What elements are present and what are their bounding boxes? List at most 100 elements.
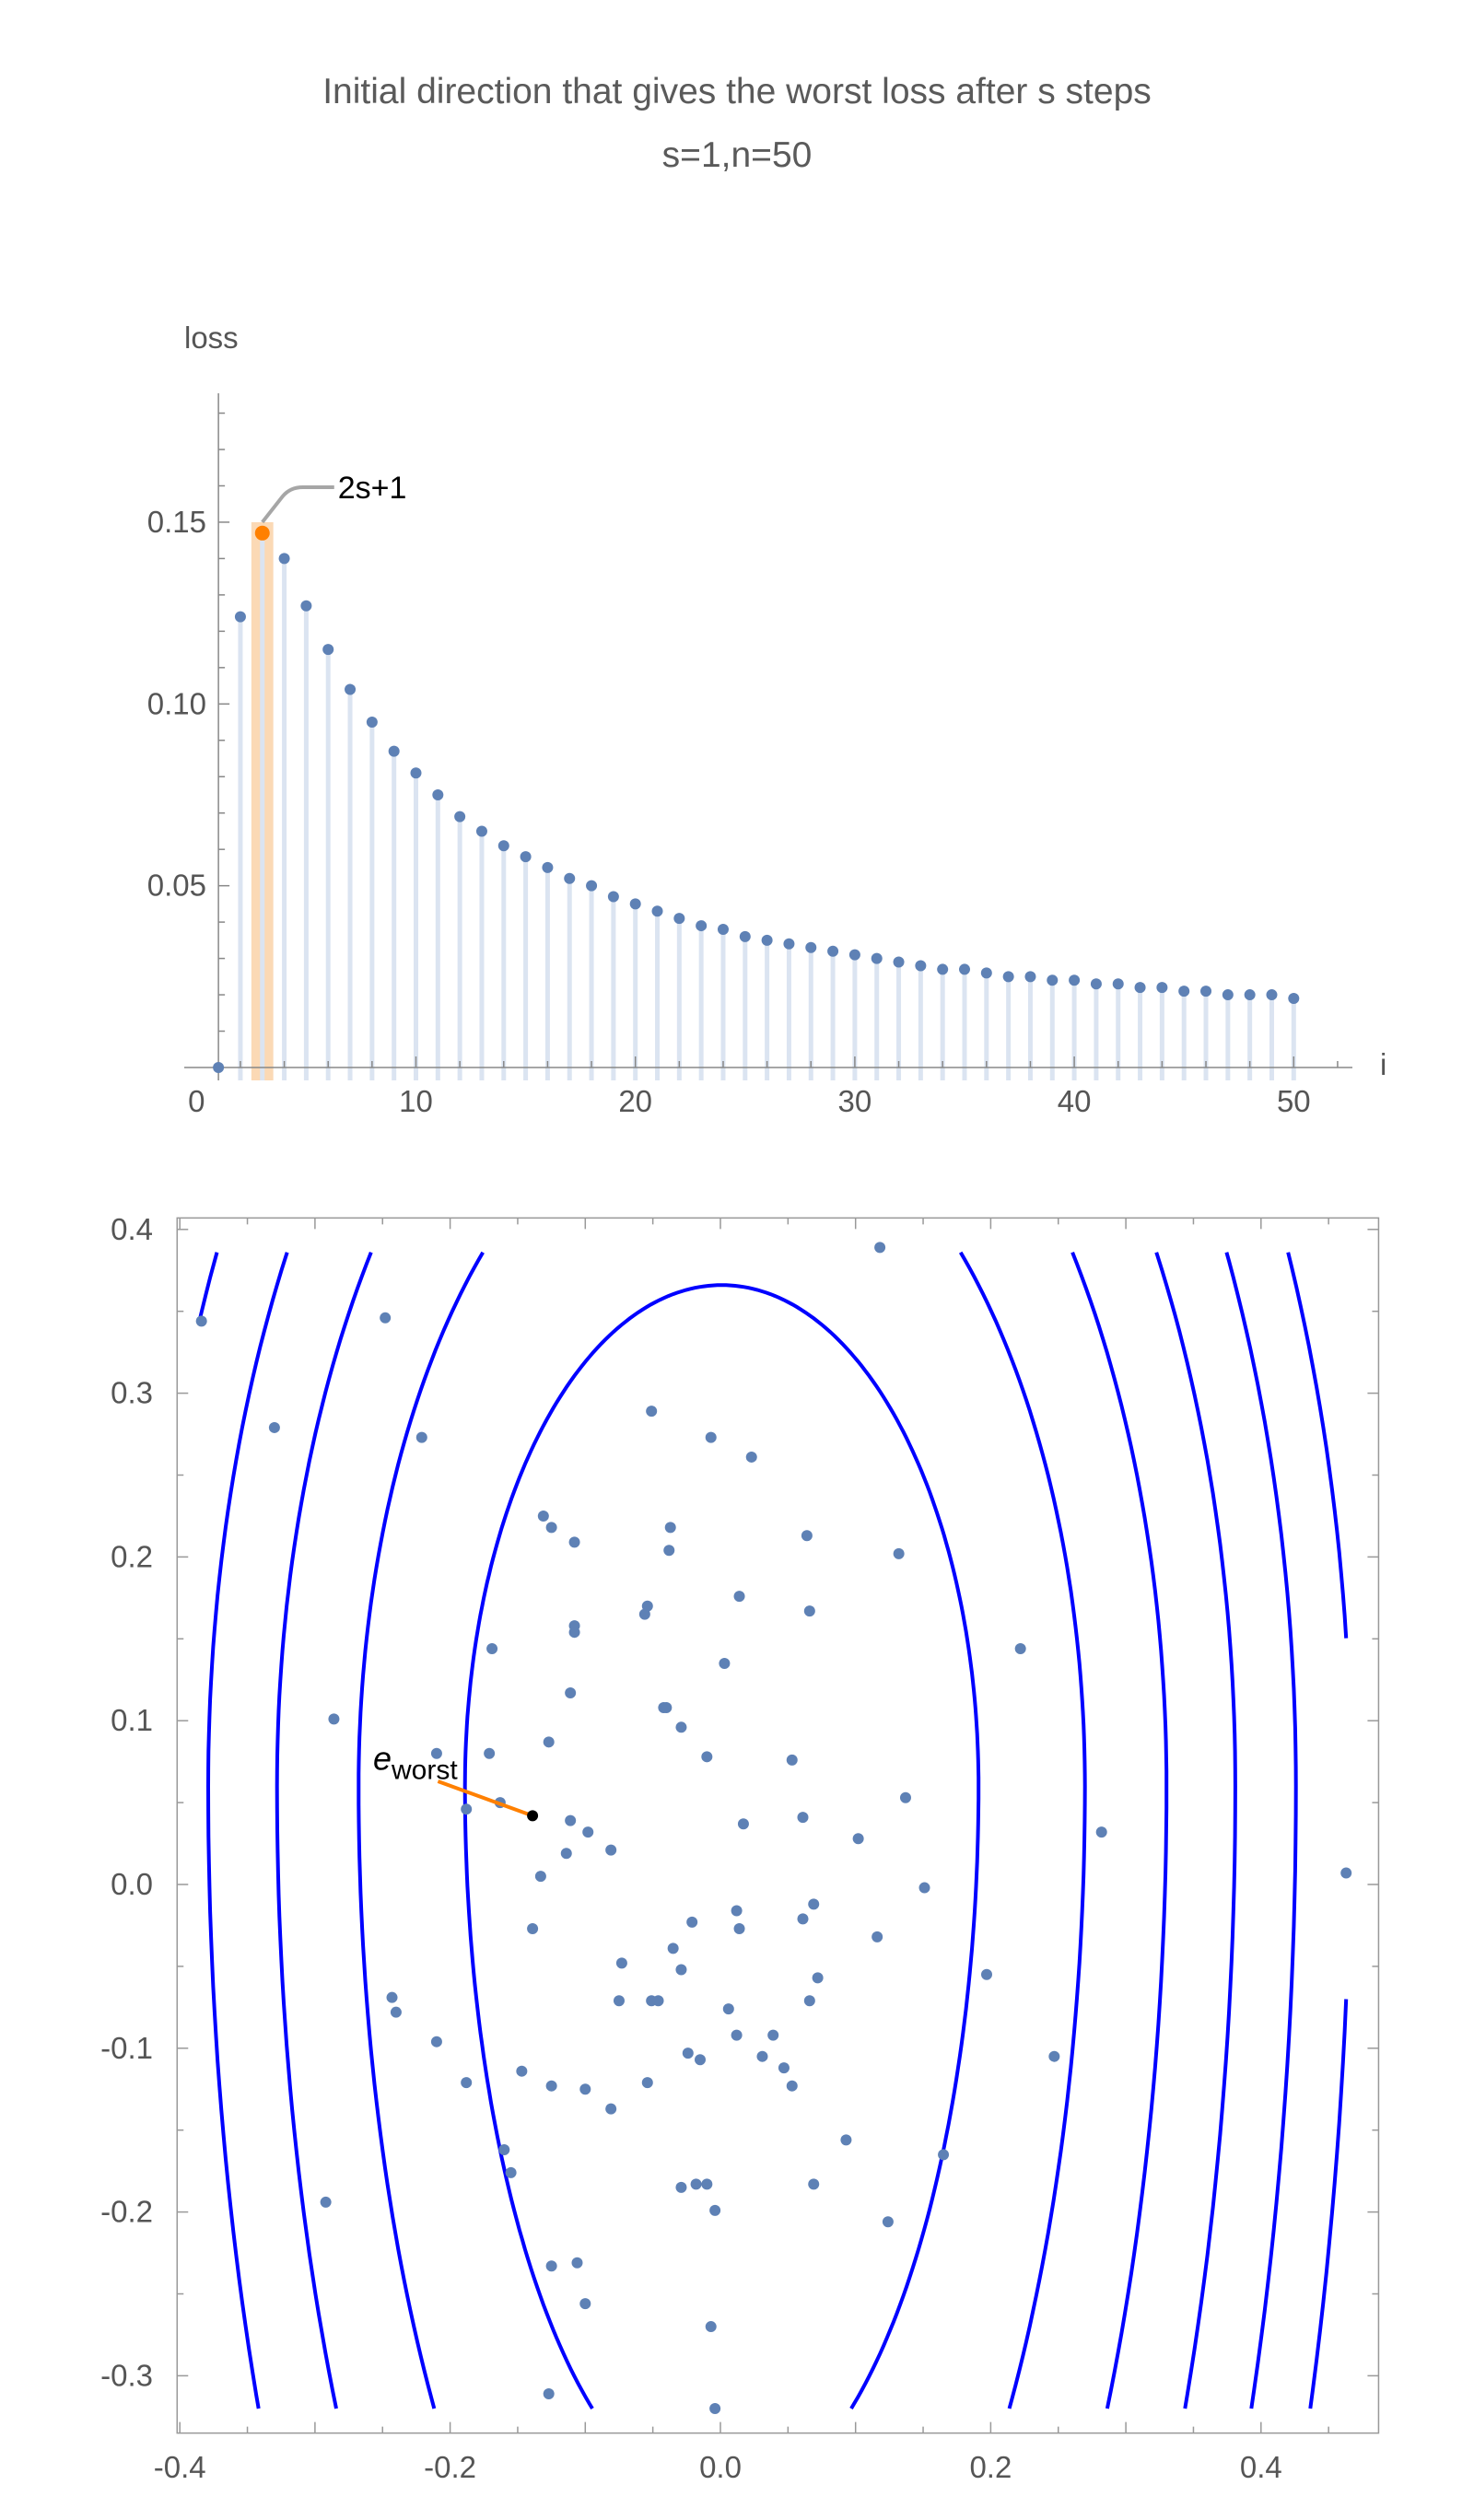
chart-subtitle: s=1,n=50 <box>661 135 813 175</box>
data-point <box>605 1844 617 1856</box>
y-tick-label: -0.3 <box>100 2358 153 2392</box>
y-tick-label: -0.2 <box>100 2195 153 2229</box>
data-point <box>848 949 860 961</box>
x-tick-label: 40 <box>1058 1084 1092 1118</box>
y-tick-label: 0.15 <box>147 505 206 539</box>
data-point <box>380 1312 392 1324</box>
data-point <box>607 891 619 903</box>
data-point <box>661 1701 673 1713</box>
data-point <box>366 717 378 729</box>
data-point <box>872 1931 883 1942</box>
data-point <box>646 1406 658 1418</box>
data-point <box>268 1421 280 1433</box>
data-point <box>328 1713 340 1725</box>
data-point <box>1222 989 1234 1001</box>
y-tick-label: 0.4 <box>111 1212 153 1246</box>
data-point <box>812 1972 824 1984</box>
e-worst-subscript: worst <box>391 1756 458 1786</box>
x-tick-label: 30 <box>838 1084 872 1118</box>
data-point <box>545 1522 557 1534</box>
data-point <box>638 1608 650 1620</box>
data-point <box>582 1826 594 1838</box>
data-point <box>827 945 839 957</box>
contour-group <box>196 1251 1349 2410</box>
data-point <box>497 840 509 852</box>
data-point <box>1090 978 1102 990</box>
data-point <box>808 2178 820 2190</box>
data-point <box>937 963 949 975</box>
data-point <box>543 2387 555 2399</box>
data-point <box>388 745 400 757</box>
y-tick-label: 0.2 <box>111 1539 153 1573</box>
data-point <box>1340 1867 1352 1879</box>
data-point <box>1014 1642 1026 1654</box>
x-tick-label: -0.2 <box>424 2450 476 2484</box>
data-point <box>213 1062 225 1073</box>
data-point <box>694 2054 706 2066</box>
contour-line <box>196 1252 1298 2409</box>
data-point <box>565 1686 577 1698</box>
data-point <box>545 2260 557 2272</box>
data-point <box>1002 971 1014 983</box>
loss-stem-chart: 0.05 0.10 0.15 0 10 20 30 40 50 loss i 2s+1 <box>147 321 1387 1118</box>
data-point <box>345 683 357 695</box>
data-point <box>667 1942 679 1954</box>
data-point <box>300 600 312 612</box>
data-point <box>709 2402 721 2414</box>
data-point <box>871 952 883 964</box>
data-point <box>505 2166 517 2178</box>
data-point <box>586 880 598 892</box>
data-point <box>980 967 992 979</box>
data-point <box>1156 982 1168 994</box>
data-point <box>475 825 487 837</box>
data-point <box>840 2134 852 2146</box>
data-point <box>543 1736 555 1748</box>
data-point <box>410 767 422 779</box>
data-point <box>705 2321 717 2333</box>
data-point <box>690 2178 702 2190</box>
data-point <box>737 1818 749 1830</box>
data-point <box>882 2216 894 2228</box>
data-point <box>874 1242 886 1254</box>
data-point <box>1134 982 1146 994</box>
y-tick-label: -0.1 <box>100 2031 153 2065</box>
data-point <box>1095 1826 1107 1838</box>
x-tick-label: 20 <box>618 1084 652 1118</box>
data-point <box>731 1905 743 1917</box>
data-point <box>1048 2050 1060 2062</box>
data-point <box>652 1995 664 2007</box>
data-point <box>651 905 663 917</box>
data-point <box>980 1968 992 1980</box>
data-point <box>486 1642 498 1654</box>
data-point <box>520 851 532 863</box>
data-point <box>717 924 729 936</box>
data-point <box>568 1536 580 1548</box>
contour-line <box>357 1251 1087 2409</box>
data-point <box>852 1833 864 1845</box>
data-point <box>1047 974 1059 986</box>
data-point <box>682 2048 694 2059</box>
data-point <box>386 1991 398 2003</box>
data-point <box>797 1812 809 1824</box>
data-point <box>739 930 751 942</box>
data-point <box>733 1591 745 1603</box>
e-worst-label: eworst <box>373 1740 458 1786</box>
data-point <box>568 1627 580 1639</box>
data-point <box>534 1871 546 1883</box>
data-point <box>705 1431 717 1443</box>
y-tick-label: 0.3 <box>111 1376 153 1410</box>
data-point <box>1266 989 1278 1001</box>
data-point <box>537 1510 549 1522</box>
x-tick-label: 0.4 <box>1240 2450 1282 2484</box>
data-point <box>731 2029 743 2041</box>
data-point <box>797 1913 809 1925</box>
data-point <box>234 611 246 623</box>
data-point <box>675 2181 687 2193</box>
data-point <box>278 553 290 565</box>
data-point <box>432 788 444 800</box>
y-tick-label: 0.1 <box>111 1703 153 1737</box>
data-point <box>719 1657 731 1669</box>
data-point <box>938 2149 950 2161</box>
data-point <box>545 2080 557 2092</box>
